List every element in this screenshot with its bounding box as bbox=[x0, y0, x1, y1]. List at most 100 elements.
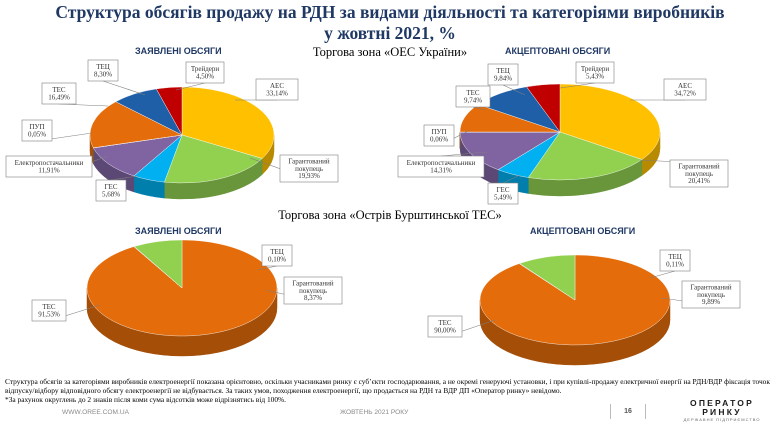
slice-value-1-2: 5,49% bbox=[494, 194, 512, 202]
leader-line-1-5 bbox=[472, 106, 486, 111]
slice-label-1-2: ГЕС bbox=[497, 186, 510, 194]
slice-value-0-6: 8,30% bbox=[94, 71, 112, 79]
footer-url[interactable]: WWW.OREE.COM.UA bbox=[62, 409, 130, 416]
leader-line-0-6 bbox=[102, 80, 146, 96]
label-box-0-3 bbox=[5, 155, 93, 178]
pie-slice-0-7 bbox=[156, 86, 183, 136]
page-number: 16 bbox=[610, 404, 646, 419]
footer-month: ЖОВТЕНЬ 2021 РОКУ bbox=[340, 409, 409, 416]
chart-title-bu-accepted: АКЦЕПТОВАНІ ОБСЯГИ bbox=[530, 226, 636, 236]
pie-slice-1-0 bbox=[559, 83, 661, 160]
label-box-1-3 bbox=[397, 155, 485, 178]
footnote: Структура обсягів за категоріями виробни… bbox=[5, 377, 775, 405]
logo: ОПЕРАТОР РИНКУ ДЕРЖАВНЕ ПІДПРИЄМСТВО bbox=[672, 398, 772, 423]
slice-label-3-2: Гарантований bbox=[690, 283, 732, 291]
footnote-line-2: *За рахунок округлень до 2 знаків після … bbox=[5, 395, 287, 405]
slice-value-0-2: 5,68% bbox=[102, 191, 120, 199]
label-box-1-7 bbox=[575, 61, 615, 84]
slice-value-3-0: 90,00% bbox=[434, 327, 456, 335]
slice-value-2-0: 91,53% bbox=[38, 311, 60, 319]
slice-label-2-2: Гарантований bbox=[292, 279, 334, 287]
label-box-0-7 bbox=[185, 61, 225, 84]
leader-line-3-1 bbox=[649, 270, 676, 279]
pie-slice-0-0 bbox=[181, 86, 275, 159]
label-box-1-2 bbox=[487, 182, 519, 205]
slice-value-1-1: 20,41% bbox=[688, 177, 710, 185]
slice-value-3-1: 0,11% bbox=[666, 261, 684, 269]
footnote-line-1: Структура обсягів за категоріями виробни… bbox=[5, 377, 770, 396]
label-box-3-2 bbox=[681, 280, 741, 309]
chart-title-oes-declared: ЗАЯВЛЕНІ ОБСЯГИ bbox=[135, 46, 222, 56]
slice-value-0-5: 16,49% bbox=[48, 94, 70, 102]
slice-label-2-1: ТЕЦ bbox=[270, 248, 284, 256]
pie-slice-0-1 bbox=[164, 134, 263, 184]
leader-line-0-5 bbox=[58, 103, 109, 107]
label-box-0-5 bbox=[41, 82, 77, 105]
slice-value-1-6: 9,84% bbox=[494, 75, 512, 83]
pie-slice-2-2 bbox=[133, 239, 183, 289]
slice-value-1-5: 9,74% bbox=[464, 97, 482, 105]
slice-label-0-6: ТЕЦ bbox=[96, 63, 110, 71]
slice-label-3-1: ТЕЦ bbox=[668, 253, 682, 261]
slice-value-0-1: 19,93% bbox=[298, 172, 320, 180]
slice-label-1-7: Трейдери bbox=[581, 65, 610, 73]
slice-label-0-1: покупець bbox=[295, 165, 323, 173]
leader-line-1-7 bbox=[559, 82, 596, 89]
zone-title-oes: Торгова зона «ОЕС України» bbox=[312, 45, 468, 59]
label-box-2-1 bbox=[261, 244, 293, 267]
pie-slice-3-2 bbox=[519, 254, 576, 301]
chart-title-oes-accepted: АКЦЕПТОВАНІ ОБСЯГИ bbox=[505, 46, 611, 56]
logo-line-2: РИНКУ bbox=[702, 407, 742, 417]
leader-line-1-2 bbox=[502, 174, 521, 184]
slice-label-2-0: ТЕС bbox=[42, 303, 56, 311]
label-box-3-0 bbox=[427, 315, 463, 338]
leader-line-2-1 bbox=[256, 265, 278, 271]
slice-label-1-1: Гарантований bbox=[678, 162, 720, 170]
logo-line-3: ДЕРЖАВНЕ ПІДПРИЄМСТВО bbox=[683, 417, 761, 422]
slice-label-2-2: покупець bbox=[299, 287, 327, 295]
slice-label-0-0: АЕС bbox=[270, 82, 284, 90]
label-box-3-1 bbox=[659, 249, 691, 272]
slice-label-0-5: ТЕС bbox=[52, 86, 66, 94]
slice-value-3-2: 9,89% bbox=[702, 298, 720, 306]
slice-label-0-4: ПУП bbox=[29, 123, 44, 131]
slice-label-1-0: АЕС bbox=[678, 82, 692, 90]
slice-value-1-4: 0,06% bbox=[430, 136, 448, 144]
slice-label-1-1: покупець bbox=[685, 170, 713, 178]
label-box-0-4 bbox=[21, 119, 53, 142]
slice-value-0-3: 11,91% bbox=[38, 167, 59, 175]
logo-line-1: ОПЕРАТОР bbox=[690, 398, 754, 408]
leader-line-1-3 bbox=[440, 151, 488, 157]
label-box-1-1 bbox=[669, 159, 729, 188]
slice-label-0-1: Гарантований bbox=[288, 157, 330, 165]
slice-value-2-1: 0,10% bbox=[268, 256, 286, 264]
leader-line-0-7 bbox=[175, 82, 206, 91]
slice-label-1-6: ТЕЦ bbox=[496, 67, 510, 75]
pie-slice-1-7 bbox=[526, 83, 561, 133]
slice-value-1-0: 34,72% bbox=[674, 90, 696, 98]
leader-line-1-6 bbox=[502, 84, 526, 96]
label-box-1-6 bbox=[487, 63, 519, 86]
slice-label-0-2: ГЕС bbox=[105, 183, 118, 191]
label-box-1-0 bbox=[663, 78, 707, 101]
label-box-0-0 bbox=[255, 78, 299, 101]
leader-line-0-2 bbox=[110, 175, 139, 181]
slice-label-3-0: ТЕС bbox=[438, 319, 452, 327]
label-box-0-1 bbox=[279, 154, 339, 183]
slice-value-2-2: 8,37% bbox=[304, 294, 322, 302]
slice-label-1-3: Електропостачальники bbox=[407, 159, 476, 167]
label-box-0-2 bbox=[95, 179, 127, 202]
slice-value-0-0: 33,14% bbox=[266, 90, 288, 98]
label-box-1-4 bbox=[423, 124, 455, 147]
label-box-1-5 bbox=[455, 85, 491, 108]
pie-slice-0-3 bbox=[93, 134, 183, 177]
slice-value-1-3: 14,31% bbox=[430, 167, 452, 175]
pie-slice-0-5 bbox=[89, 101, 183, 149]
slice-value-1-7: 5,43% bbox=[586, 73, 604, 81]
slice-value-0-4: 0,05% bbox=[28, 131, 46, 139]
page-title: Структура обсягів продажу на РДН за вида… bbox=[0, 2, 780, 44]
